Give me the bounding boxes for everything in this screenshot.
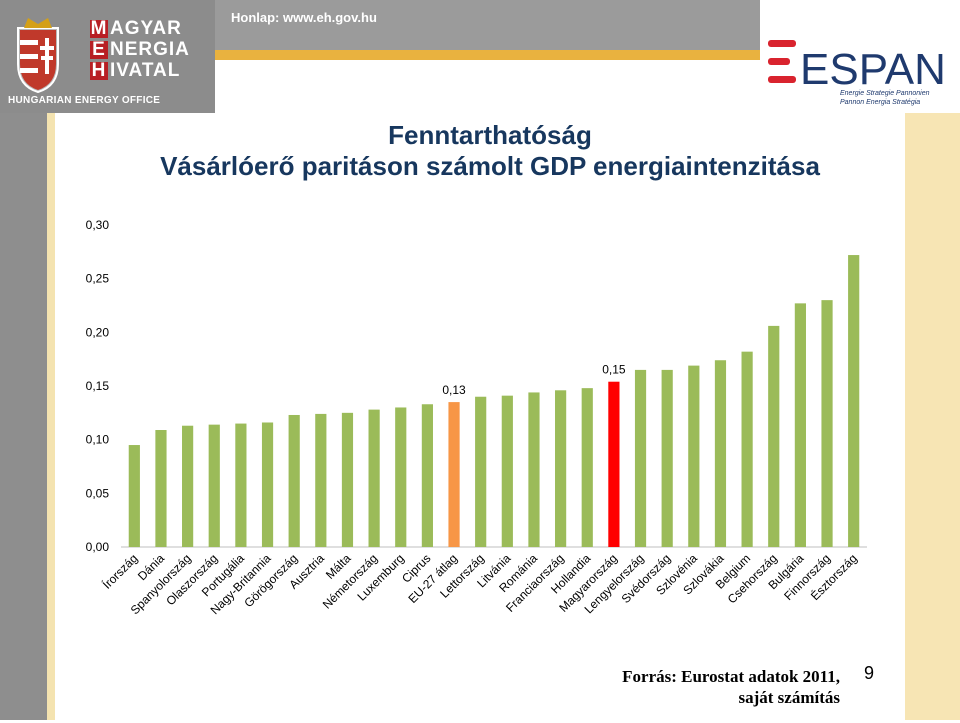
left-sidebar: MAGYAR ENERGIA HIVATAL — [0, 113, 82, 723]
logo-wordmark: M AGYAR E NERGIA H IVATAL — [90, 18, 190, 81]
bar — [368, 409, 380, 547]
bar — [501, 395, 513, 547]
bar — [208, 424, 220, 547]
y-tick-label: 0,20 — [86, 325, 110, 339]
bar — [261, 422, 274, 547]
bar — [634, 369, 647, 547]
bar — [714, 360, 727, 547]
bar — [528, 392, 540, 547]
bar — [128, 445, 140, 547]
bar — [821, 300, 833, 547]
logo-word: NERGIA — [110, 39, 190, 60]
espan-logo-word: ESPAN — [800, 45, 946, 94]
y-tick-label: 0,10 — [86, 433, 110, 447]
bar — [555, 390, 567, 547]
bar — [661, 369, 673, 547]
bar — [288, 414, 300, 547]
y-tick-label: 0,05 — [86, 486, 110, 500]
logo-word: AGYAR — [110, 18, 182, 39]
bar — [848, 255, 860, 547]
homepage-link[interactable]: Honlap: www.eh.gov.hu — [231, 10, 377, 25]
bar — [315, 413, 327, 547]
logo-word: IVATAL — [110, 60, 181, 81]
bar — [448, 402, 460, 547]
source-line-2: saját számítás — [738, 688, 840, 707]
logo-initial: E — [90, 40, 108, 59]
page-number: 9 — [864, 663, 875, 683]
y-tick-label: 0,15 — [86, 379, 110, 393]
bar — [475, 396, 487, 547]
espan-tagline-2: Pannon Energia Stratégia — [840, 99, 920, 106]
header-stripe — [215, 50, 760, 60]
espan-tagline-1: Energie Strategie Pannonien — [840, 90, 930, 97]
y-tick-label: 0,25 — [86, 272, 110, 286]
bar — [741, 351, 753, 547]
left-accent-stripe — [47, 113, 55, 720]
coat-of-arms-icon — [17, 18, 59, 94]
y-tick-label: 0,00 — [86, 540, 110, 554]
espan-logo: ESPAN Energie Strategie Pannonien Pannon… — [760, 28, 960, 113]
bar — [768, 325, 780, 547]
x-tick-label: Írország — [99, 551, 140, 592]
espan-logo-icon: ESPAN Energie Strategie Pannonien Pannon… — [768, 40, 946, 106]
bar — [688, 365, 700, 547]
bar — [794, 303, 806, 547]
bar — [581, 388, 593, 547]
bar — [182, 425, 194, 547]
logo-subtitle: HUNGARIAN ENERGY OFFICE — [8, 95, 161, 106]
data-label: 0,13 — [442, 383, 466, 397]
source-note: Forrás: Eurostat adatok 2011, saját szám… — [600, 666, 840, 708]
logo-initial: M — [90, 18, 108, 39]
bar — [395, 407, 407, 547]
bar-chart: 0,000,050,100,150,200,250,30ÍrországDáni… — [86, 218, 867, 617]
header-bar: Honlap: www.eh.gov.hu — [215, 0, 760, 50]
slide-title: Fenntarthatóság — [388, 120, 592, 150]
right-sidebar — [905, 113, 960, 720]
bar — [608, 381, 620, 547]
bar — [235, 423, 247, 547]
slide-subtitle: Vásárlóerő paritáson számolt GDP energia… — [160, 151, 820, 181]
bar — [421, 404, 433, 547]
header-logo-panel: M AGYAR E NERGIA H IVATAL HUNGARIAN ENERGY … — [0, 0, 215, 113]
source-line-1: Forrás: Eurostat adatok 2011, — [622, 667, 840, 686]
bar — [341, 412, 354, 547]
logo-initial: H — [90, 60, 108, 81]
y-tick-label: 0,30 — [86, 218, 110, 232]
bar — [155, 430, 167, 547]
data-label: 0,15 — [602, 363, 626, 377]
